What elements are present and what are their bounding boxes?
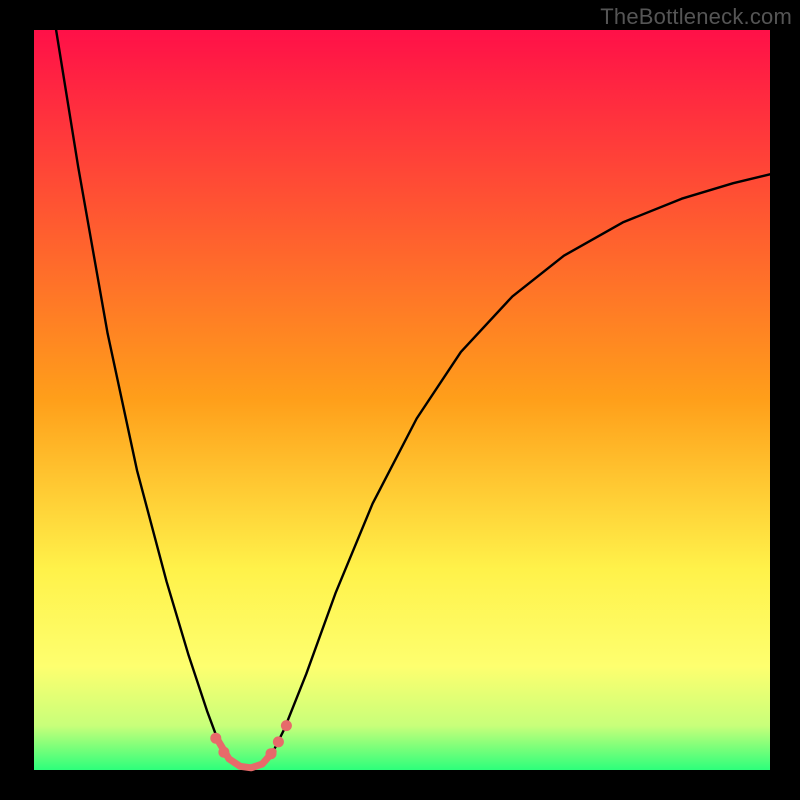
watermark-text: TheBottleneck.com [600,4,792,30]
chart-container: TheBottleneck.com [0,0,800,800]
plot-area [34,30,770,770]
